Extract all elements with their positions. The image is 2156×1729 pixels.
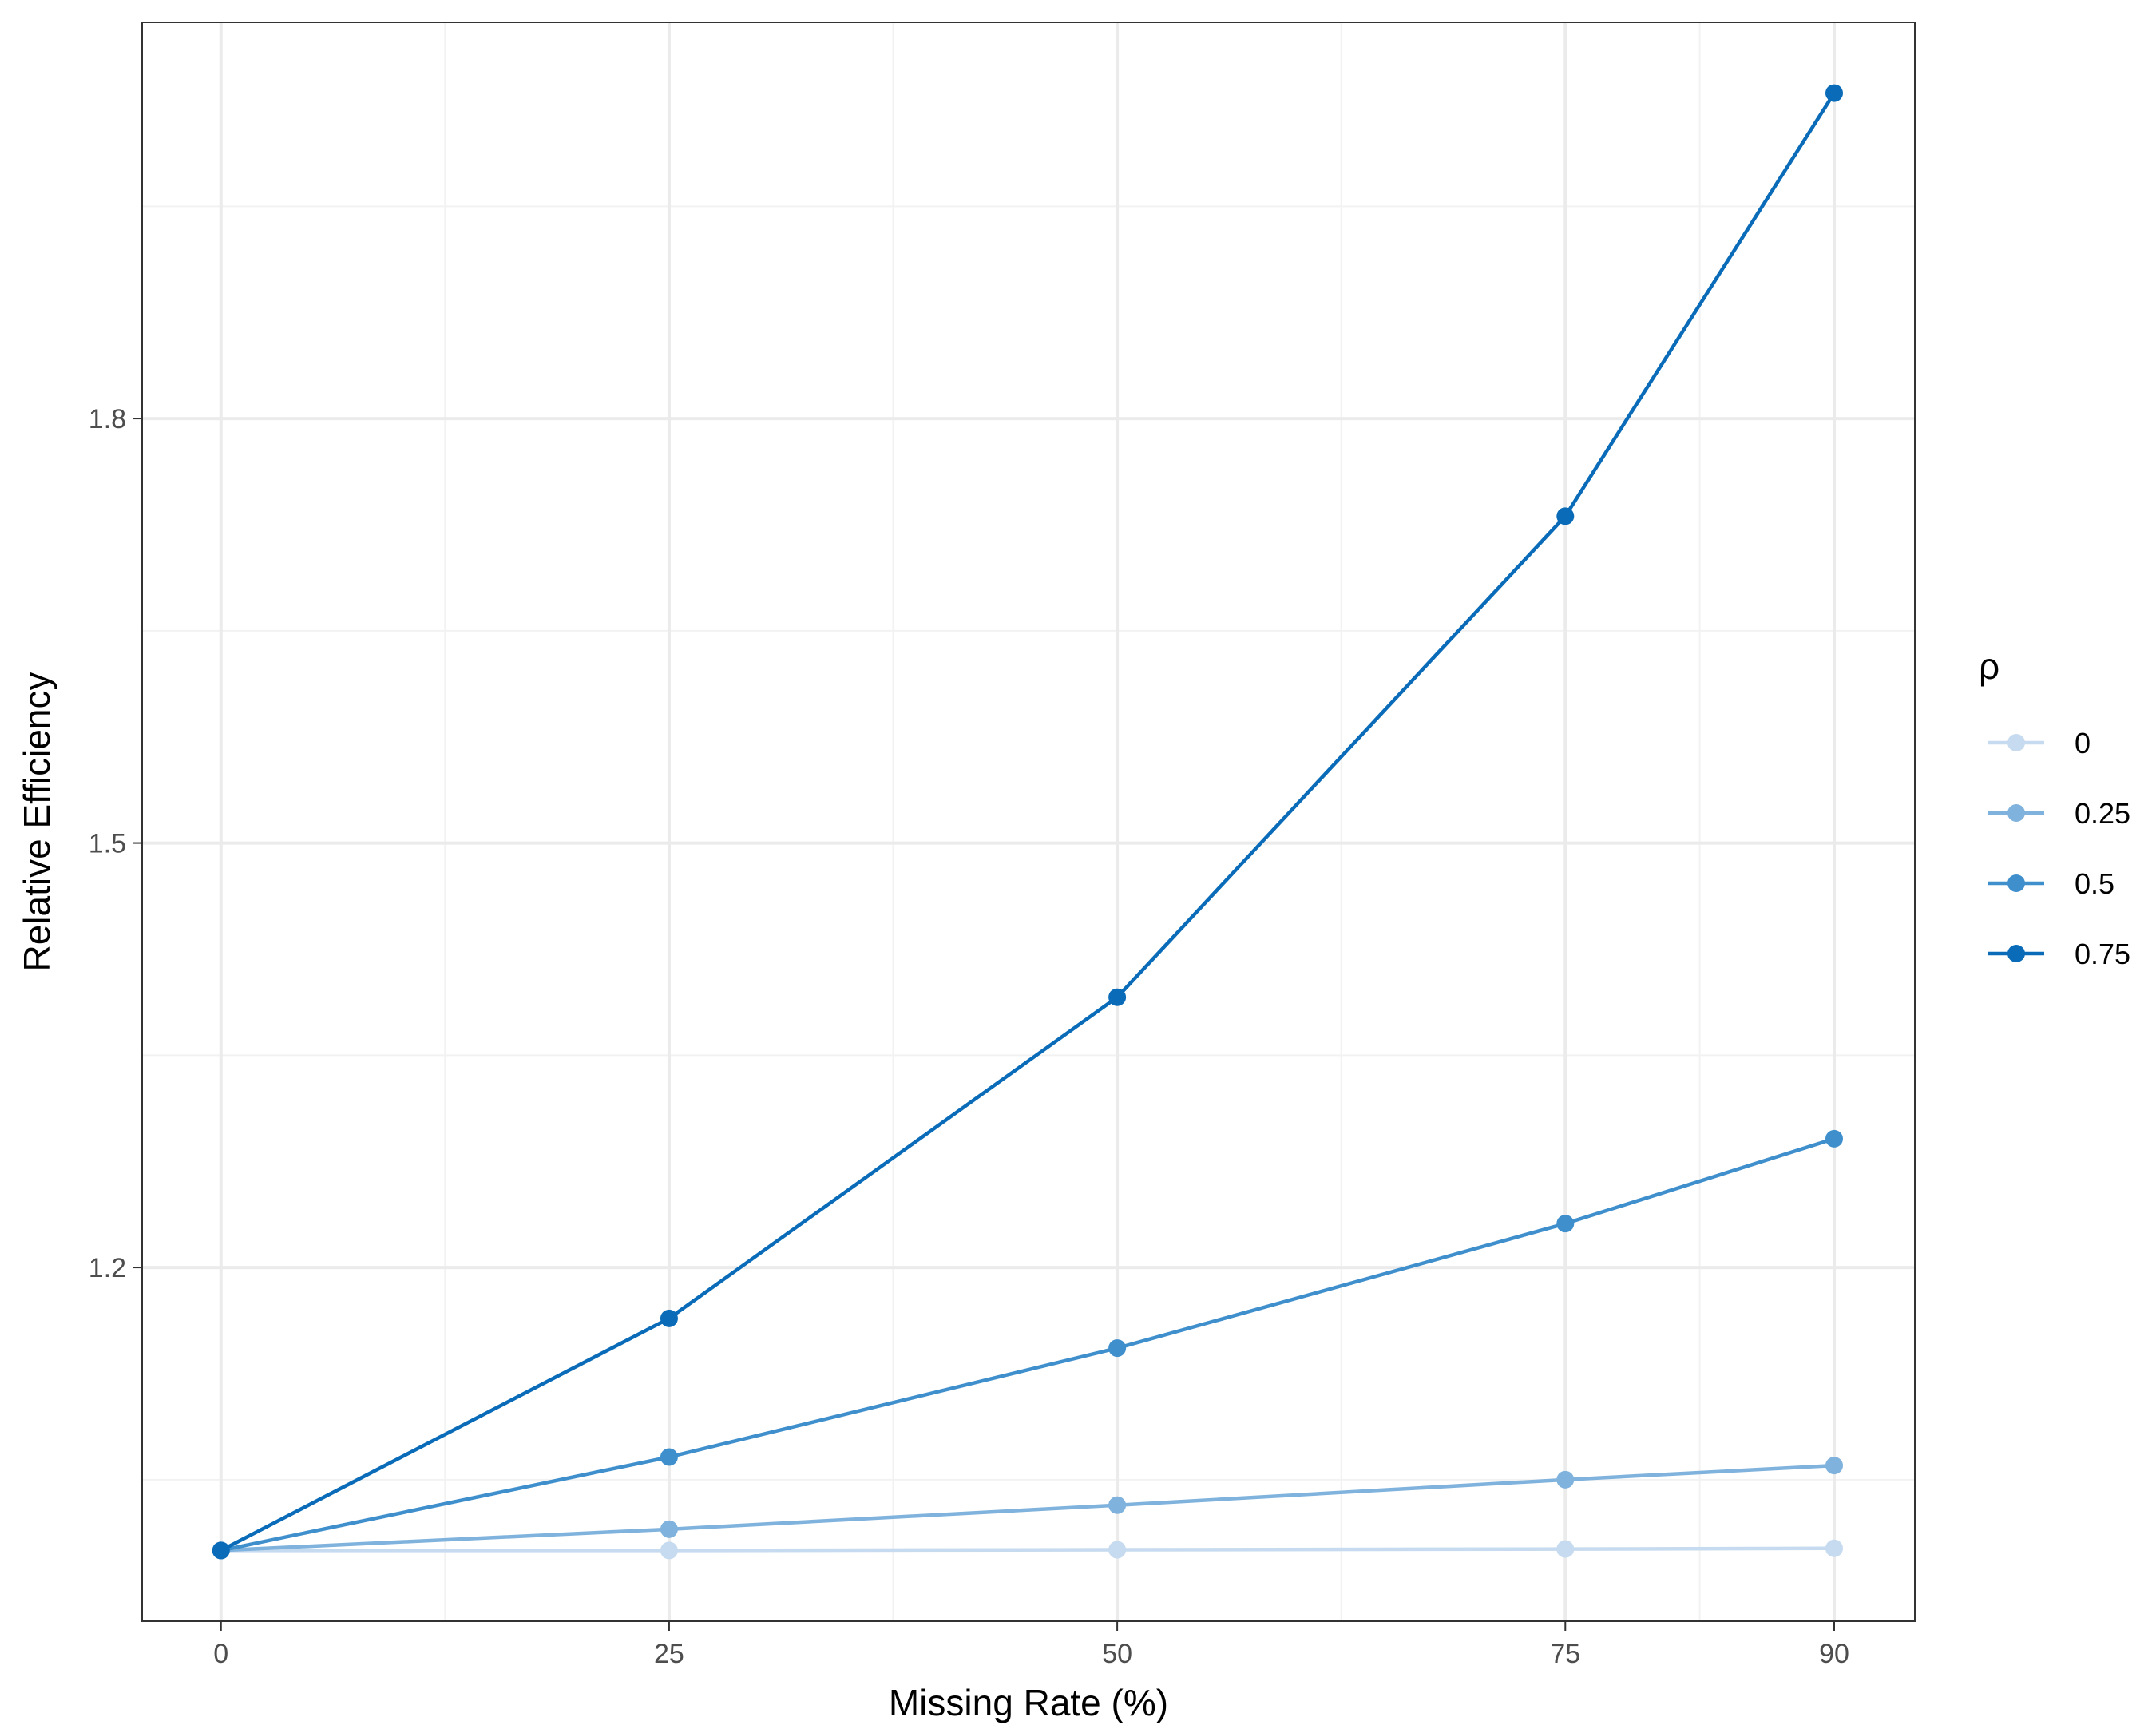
data-point (1556, 1215, 1575, 1233)
data-point (1108, 1496, 1127, 1514)
y-tick-label: 1.2 (89, 1253, 126, 1283)
x-tick-label: 25 (654, 1639, 684, 1669)
data-point (1825, 1457, 1843, 1475)
x-tick-label: 75 (1550, 1639, 1580, 1669)
data-point (1825, 84, 1843, 102)
x-tick-label: 0 (213, 1639, 228, 1669)
data-point (660, 1448, 678, 1466)
y-tick-label: 1.8 (89, 404, 126, 434)
legend-item: 0.75 (1988, 938, 2130, 970)
data-point (1108, 988, 1127, 1006)
y-tick-label: 1.5 (89, 829, 126, 859)
data-point (1825, 1539, 1843, 1557)
series-0.75 (212, 84, 1843, 1560)
legend-title: ρ (1979, 645, 1999, 687)
x-axis-title: Missing Rate (%) (889, 1682, 1168, 1723)
panel-border (141, 22, 1916, 1622)
data-point (212, 1541, 230, 1560)
legend: ρ 0 0.25 0.5 0.75 (1979, 645, 2130, 970)
data-point (660, 1541, 678, 1560)
series-lines (212, 84, 1843, 1560)
legend-item: 0.5 (1988, 867, 2114, 900)
data-point (1108, 1339, 1127, 1358)
axes: 0 25 50 75 90 1.2 1.5 1.8 (89, 404, 1849, 1669)
legend-label: 0.75 (2075, 938, 2130, 970)
data-point (1556, 507, 1575, 525)
x-tick-label: 90 (1819, 1639, 1849, 1669)
legend-key-point (2007, 874, 2025, 892)
legend-label: 0.5 (2075, 867, 2114, 900)
data-point (1556, 1470, 1575, 1489)
legend-items: 0 0.25 0.5 0.75 (1988, 727, 2130, 970)
legend-key-point (2007, 734, 2025, 751)
legend-item: 0.25 (1988, 797, 2130, 830)
legend-key-point (2007, 804, 2025, 822)
data-point (1556, 1540, 1575, 1558)
legend-label: 0.25 (2075, 797, 2130, 830)
data-point (660, 1520, 678, 1538)
legend-item: 0 (1988, 727, 2091, 759)
data-point (660, 1309, 678, 1327)
data-point (1825, 1129, 1843, 1148)
data-point (1108, 1541, 1127, 1559)
y-axis-title: Relative Efficiency (16, 672, 57, 972)
legend-label: 0 (2075, 727, 2091, 759)
legend-key-point (2007, 945, 2025, 962)
x-tick-label: 50 (1102, 1639, 1132, 1669)
